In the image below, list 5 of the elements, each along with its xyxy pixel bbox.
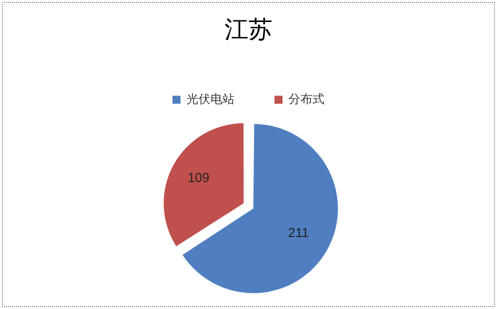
legend-label: 分布式 [288, 92, 324, 106]
legend-label: 光伏电站 [186, 92, 234, 106]
data-label: 211 [288, 224, 309, 240]
chart-title: 江苏 [224, 16, 272, 44]
data-label: 109 [188, 170, 210, 186]
